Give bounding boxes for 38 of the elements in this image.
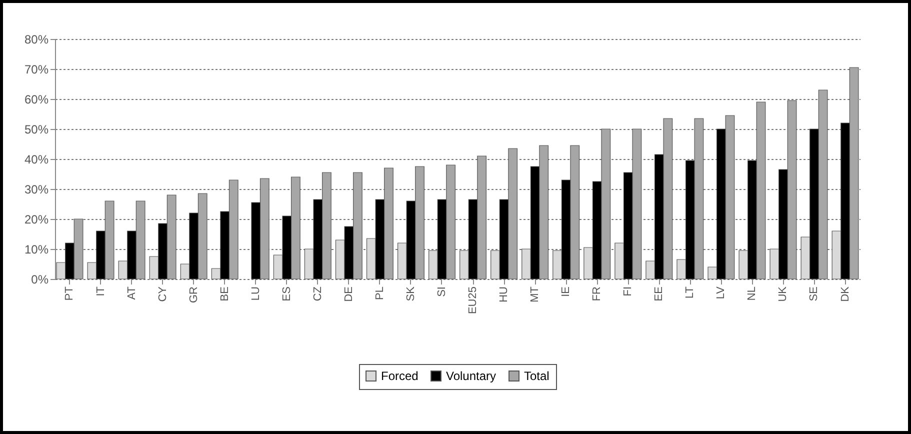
- x-tick-label: DK: [839, 286, 852, 302]
- y-tick-label: 80%: [24, 32, 49, 46]
- y-tick-label: 20%: [24, 212, 49, 226]
- legend-label: Total: [524, 369, 550, 383]
- y-tick-label: 50%: [24, 122, 49, 136]
- x-tick-label: MT: [529, 286, 542, 302]
- x-tick-label: UK: [777, 286, 790, 302]
- x-tick-label: CZ: [312, 286, 324, 302]
- x-tick-label: EU25: [467, 286, 480, 314]
- x-tick-label: SK: [404, 286, 417, 302]
- y-tick-label: 30%: [24, 182, 49, 196]
- x-tick-label: SI: [436, 286, 448, 297]
- x-tick-label: GR: [188, 286, 200, 303]
- y-tick-label: 70%: [24, 62, 49, 76]
- legend-label: Voluntary: [446, 369, 496, 383]
- x-tick-label: HU: [498, 286, 510, 302]
- x-tick-label: LT: [684, 286, 696, 299]
- y-tick-label: 10%: [24, 242, 49, 256]
- legend-label: Forced: [381, 369, 418, 383]
- x-tick-label: AT: [126, 286, 138, 300]
- y-tick-label: 0%: [31, 272, 49, 286]
- x-tick-label: IT: [94, 286, 107, 296]
- x-tick-label: BE: [218, 286, 231, 302]
- x-tick-label: EE: [653, 286, 666, 302]
- x-tick-label: PL: [374, 286, 386, 300]
- x-tick-label: ES: [280, 286, 293, 302]
- x-tick-label: DE: [342, 286, 355, 302]
- x-tick-label: CY: [156, 286, 169, 302]
- x-tick-label: IE: [560, 286, 572, 297]
- x-tick-label: FI: [622, 286, 634, 296]
- x-tick-label: NL: [746, 286, 758, 301]
- x-tick-label: FR: [591, 286, 604, 302]
- y-tick-label: 40%: [24, 152, 49, 166]
- x-tick-label: LV: [715, 286, 728, 300]
- y-tick-label: 60%: [24, 92, 49, 106]
- x-tick-label: LU: [250, 286, 262, 301]
- x-tick-label: PT: [64, 286, 76, 301]
- x-tick-label: SE: [808, 286, 820, 302]
